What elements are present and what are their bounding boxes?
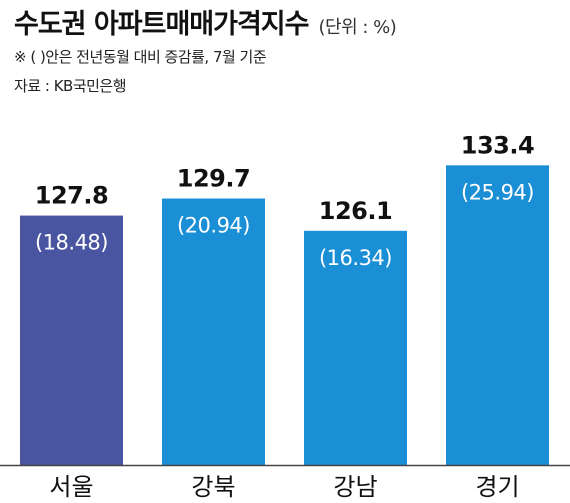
value-label-3: 133.4 — [461, 131, 534, 159]
category-label-0: 서울 — [49, 473, 93, 501]
bar-1 — [162, 198, 265, 465]
bar-3 — [446, 165, 549, 466]
chart-note: ※ ( )안은 전년동월 대비 증감률, 7월 기준 — [14, 48, 267, 66]
value-label-2: 126.1 — [319, 197, 392, 225]
change-label-0: (18.48) — [35, 231, 108, 255]
category-label-2: 강남 — [333, 473, 377, 501]
bar-0 — [20, 215, 123, 465]
value-label-1: 129.7 — [177, 165, 250, 193]
unit-label: (단위 : %) — [318, 17, 397, 38]
change-label-2: (16.34) — [319, 246, 392, 270]
change-label-3: (25.94) — [461, 180, 534, 204]
chart-title: 수도권 아파트매매가격지수 — [14, 9, 309, 40]
title-row: 수도권 아파트매매가격지수 (단위 : %) — [14, 2, 564, 42]
category-label-3: 경기 — [475, 473, 519, 501]
change-label-1: (20.94) — [177, 214, 250, 238]
chart-source: 자료 : KB국민은행 — [14, 77, 127, 95]
category-label-1: 강북 — [191, 473, 235, 501]
value-label-0: 127.8 — [35, 182, 108, 210]
bar-2 — [304, 230, 407, 465]
chart-header: 수도권 아파트매매가격지수 (단위 : %) ※ ( )안은 전년동월 대비 증… — [14, 2, 564, 96]
